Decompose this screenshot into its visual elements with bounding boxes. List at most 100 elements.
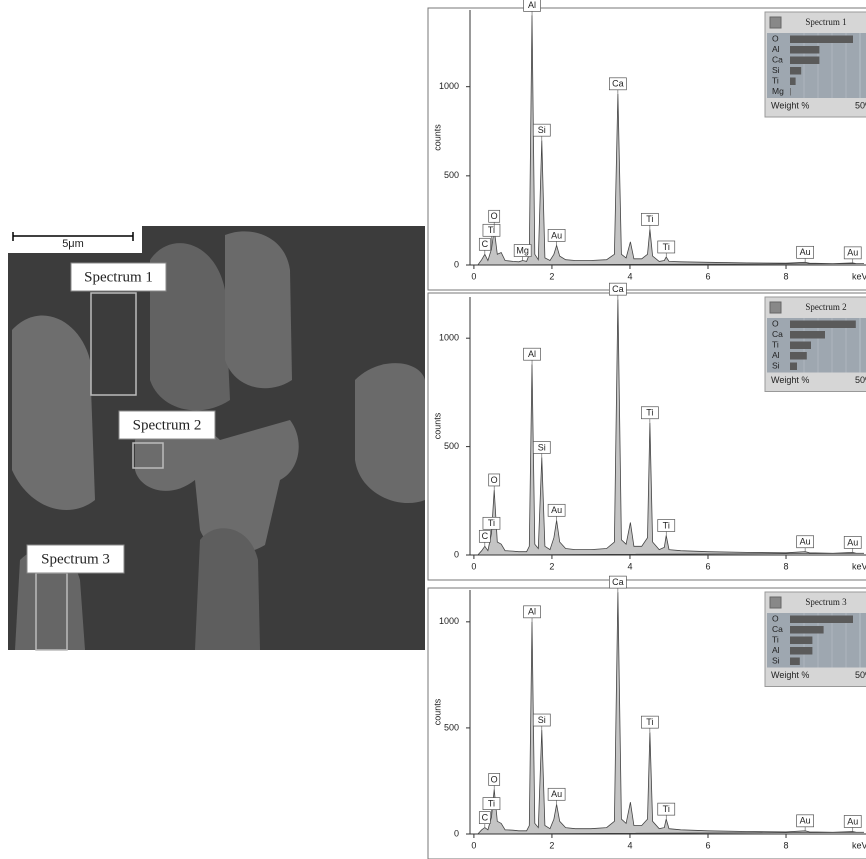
y-axis-label: counts	[432, 698, 442, 725]
peak-label: Au	[847, 816, 858, 826]
peak-label: Au	[847, 248, 858, 258]
x-tick-label: 6	[705, 271, 710, 281]
y-tick-label: 500	[444, 441, 459, 451]
peak-label: Si	[538, 125, 546, 135]
peak-label: Si	[538, 442, 546, 452]
inset-category: O	[772, 319, 779, 329]
inset-bar	[790, 321, 856, 329]
region-label: Spectrum 2	[133, 417, 202, 433]
inset-bar	[790, 67, 801, 75]
inset-title: Spectrum 2	[805, 302, 846, 312]
x-axis-label: keV	[852, 561, 866, 571]
region-label: Spectrum 3	[41, 551, 110, 567]
y-tick-label: 500	[444, 722, 459, 732]
figure: 5μm Spectrum 1 Spectrum 2 Spectrum 3 0 500 10…	[0, 0, 866, 859]
peak-label: Ti	[488, 518, 495, 528]
peak-label: C	[482, 239, 489, 249]
x-tick-label: 6	[705, 840, 710, 850]
inset-title: Spectrum 3	[805, 597, 847, 607]
inset-bar	[790, 637, 812, 645]
x-tick-label: 8	[784, 271, 789, 281]
inset-category: Ti	[772, 76, 779, 86]
inset-title: Spectrum 1	[805, 17, 846, 27]
peak-label: Ca	[612, 577, 624, 587]
inset-bar	[790, 331, 825, 339]
inset-bar	[790, 616, 853, 624]
inset-bar	[790, 647, 812, 655]
x-tick-label: 2	[549, 271, 554, 281]
inset-category: Al	[772, 645, 780, 655]
peak-label: Ti	[646, 214, 653, 224]
inset-category: Ca	[772, 329, 783, 339]
inset-x-label: Weight %	[771, 100, 809, 110]
peak-label: Ca	[612, 79, 624, 89]
inset-category: Si	[772, 65, 780, 75]
inset-bar	[790, 46, 819, 54]
x-tick-label: 2	[549, 840, 554, 850]
y-tick-label: 0	[454, 259, 459, 269]
inset-bar	[790, 88, 791, 96]
inset-x-label: Weight %	[771, 375, 809, 385]
peak-label: C	[482, 813, 489, 823]
inset-category: Ti	[772, 340, 779, 350]
y-tick-label: 1000	[439, 81, 459, 91]
peak-label: Au	[800, 537, 811, 547]
inset-category: Ca	[772, 624, 783, 634]
page: { "image": {"scale_bar": "5μm", "regions…	[0, 0, 866, 859]
peak-label: Au	[551, 505, 562, 515]
peak-label: Ti	[646, 408, 653, 418]
x-tick-label: 4	[627, 840, 632, 850]
y-tick-label: 1000	[439, 333, 459, 343]
peak-label: O	[491, 211, 498, 221]
x-tick-label: 2	[549, 561, 554, 571]
inset-bar	[790, 363, 797, 371]
y-axis-label: counts	[432, 412, 442, 439]
x-axis-label: keV	[852, 840, 866, 850]
peak-label: Au	[551, 230, 562, 240]
y-tick-label: 0	[454, 828, 459, 838]
peak-label: Al	[528, 349, 536, 359]
peak-label: Mg	[516, 245, 529, 255]
sem-grain	[12, 316, 95, 510]
peak-label: Si	[538, 715, 546, 725]
x-tick-label: 0	[471, 840, 476, 850]
x-axis-label: keV	[852, 271, 866, 281]
sem-grain	[225, 231, 292, 388]
inset-bar	[790, 342, 811, 350]
inset-x-tick-label: 50%	[855, 670, 866, 680]
peak-label: Au	[800, 247, 811, 257]
peak-label: Ti	[646, 717, 653, 727]
peak-label: Au	[800, 816, 811, 826]
y-tick-label: 500	[444, 170, 459, 180]
x-tick-label: 0	[471, 271, 476, 281]
y-tick-label: 0	[454, 549, 459, 559]
peak-label: Ti	[488, 799, 495, 809]
inset-category: O	[772, 614, 779, 624]
peak-label: O	[491, 475, 498, 485]
inset-category: Ti	[772, 635, 779, 645]
inset-bar	[790, 352, 807, 360]
inset-bar	[790, 658, 800, 666]
inset-x-tick-label: 50%	[855, 375, 866, 385]
peak-label: Al	[528, 0, 536, 10]
inset-category: Ca	[772, 55, 783, 65]
inset-category: Mg	[772, 86, 784, 96]
inset-category: Si	[772, 656, 780, 666]
peak-label: Ti	[663, 242, 670, 252]
scale-bar-label: 5μm	[62, 238, 84, 250]
x-tick-label: 8	[784, 840, 789, 850]
inset-x-tick-label: 50%	[855, 100, 866, 110]
peak-label: Au	[551, 789, 562, 799]
x-tick-label: 6	[705, 561, 710, 571]
peak-label: O	[491, 774, 498, 784]
inset-x-label: Weight %	[771, 670, 809, 680]
y-tick-label: 1000	[439, 616, 459, 626]
y-axis-label: counts	[432, 124, 442, 151]
inset-category: Si	[772, 361, 780, 371]
inset-category: Al	[772, 350, 780, 360]
x-tick-label: 4	[627, 561, 632, 571]
inset-bar	[790, 57, 819, 65]
x-tick-label: 4	[627, 271, 632, 281]
inset-icon	[770, 597, 781, 608]
x-tick-label: 8	[784, 561, 789, 571]
